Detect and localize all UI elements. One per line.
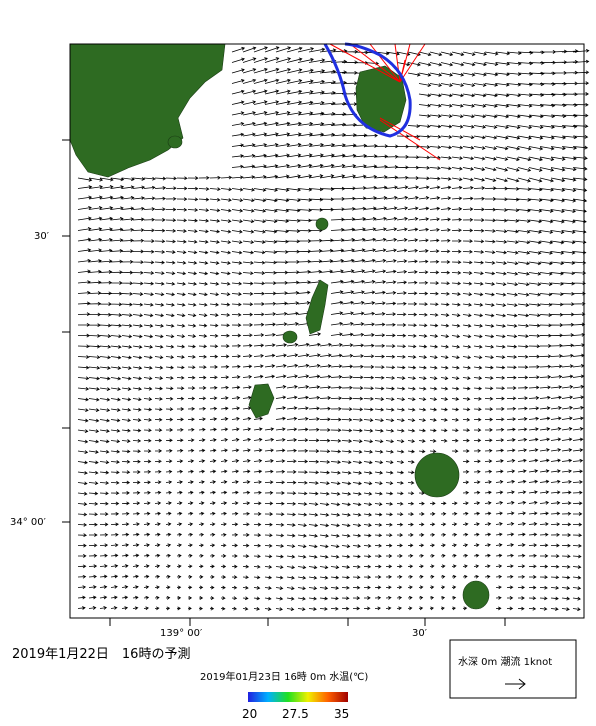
legend-box	[449, 639, 577, 699]
forecast-title: 2019年1月22日 16時の予測	[12, 647, 190, 662]
track-loop	[323, 42, 412, 138]
map-frame	[69, 43, 585, 619]
colorbar-title: 2019年01月23日 16時 0m 水温(℃)	[200, 670, 368, 683]
lat-label: 34° 00′	[10, 517, 47, 528]
lon-label: 139° 00′	[160, 628, 203, 639]
islands	[69, 43, 490, 610]
forecast-tracks	[329, 43, 441, 161]
colorbar-label: 35	[334, 707, 349, 721]
legend-label: 水深 0m 潮流 1knot	[458, 655, 552, 668]
current-arrows	[77, 46, 590, 612]
arrow-field	[77, 46, 590, 612]
colorbar-label: 27.5	[282, 707, 309, 721]
colorbar	[248, 692, 348, 702]
legend-arrow	[505, 678, 526, 690]
lat-label: 30′	[34, 231, 50, 242]
colorbar-label: 20	[242, 707, 257, 721]
ticks	[62, 139, 506, 626]
lon-label: 30′	[412, 628, 428, 639]
